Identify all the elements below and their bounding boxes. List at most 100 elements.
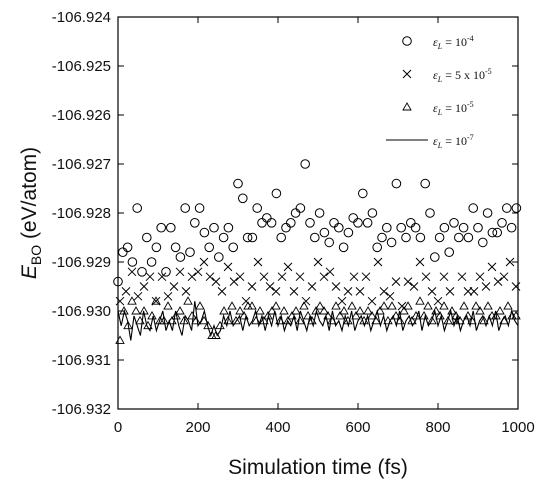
data-point-x bbox=[163, 291, 173, 301]
data-point-x bbox=[391, 277, 401, 286]
y-tick-label: -106.930 bbox=[52, 303, 111, 320]
y-tick-label: -106.925 bbox=[52, 58, 111, 75]
legend: εL = 10-4 εL = 5 x 10-5 εL = 10-5 εL = 10-7 bbox=[386, 34, 492, 150]
data-point-triangle bbox=[299, 301, 309, 310]
data-point-triangle bbox=[247, 301, 257, 310]
data-point-circle bbox=[362, 218, 373, 228]
data-point-x bbox=[487, 262, 497, 272]
data-point-triangle bbox=[431, 306, 441, 315]
axis-ticks: 0 200 400 600 800 1000 -106.932 -106.931 -106.93… bbox=[52, 9, 535, 436]
data-point-triangle bbox=[387, 301, 397, 310]
data-point-x bbox=[127, 267, 137, 277]
data-point-triangle bbox=[339, 306, 349, 315]
legend-marker-x bbox=[402, 69, 412, 79]
data-point-triangle bbox=[151, 296, 161, 305]
data-point-triangle bbox=[143, 320, 153, 330]
data-point-x bbox=[139, 282, 149, 291]
data-point-x bbox=[331, 282, 341, 291]
data-point-x bbox=[229, 277, 239, 286]
data-point-x bbox=[343, 287, 353, 296]
data-point-triangle bbox=[423, 301, 433, 310]
data-point-x bbox=[145, 272, 155, 282]
legend-marker-triangle bbox=[402, 102, 412, 111]
data-point-triangle bbox=[375, 306, 385, 315]
data-point-circle bbox=[276, 232, 287, 243]
data-point-circle bbox=[142, 232, 152, 243]
data-point-x bbox=[493, 277, 503, 286]
data-point-circle bbox=[324, 237, 335, 248]
data-point-circle bbox=[314, 208, 325, 218]
data-point-x bbox=[277, 272, 287, 282]
y-tick-label: -106.928 bbox=[52, 205, 111, 222]
data-point-circle bbox=[410, 222, 421, 233]
data-point-triangle bbox=[183, 296, 193, 305]
data-point-triangle bbox=[443, 315, 453, 325]
data-point-circle bbox=[190, 218, 200, 228]
data-point-triangle bbox=[175, 306, 185, 315]
data-point-triangle bbox=[415, 296, 425, 305]
data-point-circle bbox=[295, 203, 306, 213]
data-point-triangle bbox=[131, 306, 141, 315]
data-point-circle bbox=[204, 242, 214, 253]
data-point-circle bbox=[386, 237, 397, 248]
data-point-circle bbox=[127, 257, 138, 267]
data-point-circle bbox=[290, 208, 301, 218]
data-point-circle bbox=[468, 203, 479, 213]
x-tick-label: 800 bbox=[425, 419, 450, 436]
data-point-triangle bbox=[291, 306, 301, 315]
data-point-x bbox=[169, 282, 179, 291]
data-point-x bbox=[379, 287, 389, 296]
data-point-circle bbox=[420, 178, 431, 189]
data-point-circle bbox=[199, 227, 210, 238]
data-point-circle bbox=[401, 232, 411, 243]
data-point-circle bbox=[391, 178, 402, 189]
data-point-x bbox=[217, 287, 227, 296]
data-point-x bbox=[199, 257, 209, 267]
data-point-circle bbox=[497, 218, 507, 228]
legend-item: εL = 10-7 bbox=[386, 133, 474, 150]
data-point-x bbox=[211, 277, 221, 286]
data-point-x bbox=[361, 272, 371, 282]
data-point-triangle bbox=[163, 301, 173, 310]
data-point-circle bbox=[137, 267, 147, 277]
data-point-x bbox=[481, 282, 491, 291]
data-point-circle bbox=[511, 203, 522, 213]
data-point-circle bbox=[238, 193, 248, 204]
data-point-triangle bbox=[419, 310, 429, 320]
data-point-x bbox=[121, 287, 131, 296]
data-point-circle bbox=[473, 222, 483, 233]
y-tick-label: -106.926 bbox=[52, 107, 111, 124]
data-point-circle bbox=[209, 222, 219, 233]
data-point-circle bbox=[310, 232, 320, 243]
data-point-circle bbox=[281, 222, 291, 233]
data-point-x bbox=[457, 272, 467, 282]
data-point-triangle bbox=[351, 310, 361, 320]
y-tick-label: -106.929 bbox=[52, 254, 111, 271]
data-point-circle bbox=[151, 242, 162, 253]
data-point-circle bbox=[180, 203, 190, 213]
data-point-circle bbox=[367, 208, 378, 218]
data-point-x bbox=[307, 282, 317, 291]
data-point-circle bbox=[266, 218, 277, 228]
data-point-triangle bbox=[191, 315, 201, 325]
data-point-triangle bbox=[295, 315, 305, 325]
data-point-triangle bbox=[511, 310, 521, 320]
data-point-x bbox=[289, 287, 299, 296]
y-axis-title: EBO (eV/atom) bbox=[18, 147, 44, 279]
data-point-circle bbox=[396, 222, 407, 233]
data-point-circle bbox=[463, 232, 474, 243]
data-point-x bbox=[427, 287, 437, 296]
data-point-triangle bbox=[439, 301, 449, 310]
data-point-x bbox=[115, 296, 125, 306]
data-point-triangle bbox=[495, 306, 505, 315]
data-point-x bbox=[319, 272, 329, 282]
data-point-x bbox=[271, 287, 281, 296]
data-point-x bbox=[295, 272, 305, 282]
x-tick-label: 1000 bbox=[501, 419, 534, 436]
data-point-circle bbox=[156, 222, 166, 233]
data-point-circle bbox=[348, 213, 359, 223]
data-point-triangle bbox=[215, 320, 225, 330]
y-tick-label: -106.931 bbox=[52, 352, 111, 369]
data-point-circle bbox=[353, 218, 363, 228]
data-point-triangle bbox=[347, 301, 357, 310]
